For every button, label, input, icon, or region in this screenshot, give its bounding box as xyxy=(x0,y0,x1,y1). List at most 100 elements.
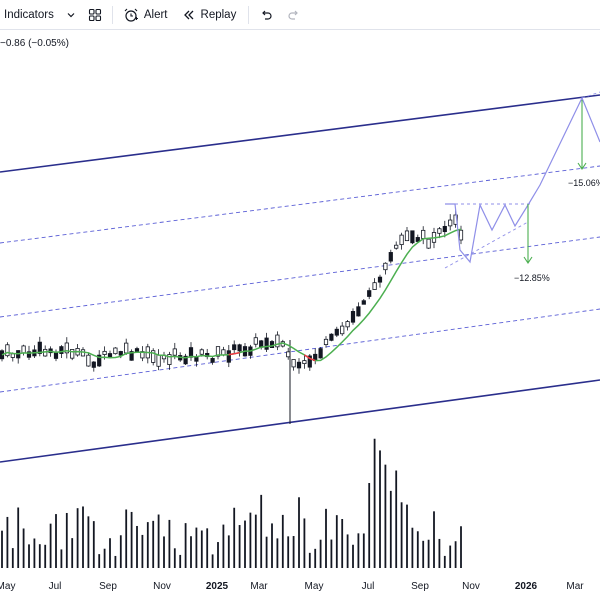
candle xyxy=(404,230,410,242)
channel-dashed-line-3[interactable] xyxy=(0,308,600,393)
toolbar-divider xyxy=(111,5,113,24)
x-tick-label: Sep xyxy=(99,581,117,592)
candle xyxy=(442,225,447,233)
candle xyxy=(167,354,172,365)
volume-bar xyxy=(352,544,354,568)
candle xyxy=(118,351,123,356)
replay-button[interactable]: Replay xyxy=(182,0,236,30)
candle xyxy=(437,228,442,234)
volume-bar xyxy=(222,524,225,568)
volume-bar xyxy=(152,520,155,568)
channel-dashed-line-2[interactable] xyxy=(0,236,600,318)
volume-bar xyxy=(384,464,387,568)
x-tick-label: Mar xyxy=(566,581,584,592)
alarm-clock-icon xyxy=(123,7,139,23)
volume-bar xyxy=(92,521,95,568)
redo-icon[interactable] xyxy=(287,8,301,22)
volume-bar xyxy=(195,527,198,568)
volume-bar xyxy=(238,525,241,568)
channel-upper-line[interactable] xyxy=(0,94,600,173)
chevron-down-icon[interactable] xyxy=(66,10,76,20)
volume-bar xyxy=(114,555,117,568)
candle xyxy=(394,244,399,249)
volume-bar xyxy=(330,539,333,568)
volume-bar xyxy=(395,470,398,568)
candle xyxy=(291,359,296,368)
candle xyxy=(59,346,64,354)
indicators-label: Indicators xyxy=(4,8,54,21)
volume-bar xyxy=(368,483,371,568)
channel-dashed-line-1[interactable] xyxy=(0,165,600,244)
candle xyxy=(350,311,356,323)
volume-bar xyxy=(341,519,344,568)
x-tick-label: Sep xyxy=(411,581,429,592)
volume-bar xyxy=(443,555,446,568)
drop-annotation-1: −15.06% xyxy=(568,178,600,188)
candle xyxy=(86,354,91,367)
volume-bar xyxy=(379,450,381,568)
volume-bar xyxy=(65,512,68,568)
volume-bar xyxy=(157,514,160,568)
candle xyxy=(221,349,226,356)
volume-bar xyxy=(1,530,3,568)
volume-bar xyxy=(17,507,20,568)
candle xyxy=(226,350,231,363)
candle xyxy=(356,306,361,317)
candle xyxy=(253,337,258,345)
projection-path[interactable] xyxy=(444,91,600,269)
alert-button[interactable]: Alert xyxy=(123,0,168,30)
volume-bar xyxy=(173,548,176,568)
drop-annotation-2: −12.85% xyxy=(514,273,550,283)
candle xyxy=(107,353,113,358)
candle xyxy=(53,352,59,359)
candle xyxy=(91,361,96,368)
candle xyxy=(340,325,345,335)
volume-bar xyxy=(249,512,252,568)
candle xyxy=(458,229,464,241)
candle xyxy=(410,230,415,244)
candle xyxy=(318,348,323,359)
volume-bar xyxy=(76,508,79,568)
volume-bar xyxy=(87,516,90,568)
moving-average-down-segment[interactable] xyxy=(303,354,316,362)
volume-bar xyxy=(38,544,41,568)
candle xyxy=(383,262,388,271)
candles xyxy=(0,210,464,424)
volume-bar xyxy=(460,526,462,568)
candle xyxy=(232,344,237,351)
volume-bar xyxy=(303,518,306,568)
volume-bar xyxy=(325,508,327,568)
volume-bar xyxy=(28,544,30,568)
volume-bar xyxy=(211,554,214,568)
indicators-button[interactable]: Indicators xyxy=(4,0,54,30)
time-axis[interactable]: May Jul Sep Nov 2025 Mar May Jul Sep Nov… xyxy=(0,576,600,600)
volume-bar xyxy=(406,504,408,568)
candle xyxy=(275,334,280,348)
volume-bar xyxy=(22,528,25,568)
candle xyxy=(21,345,26,354)
volume-bar xyxy=(244,520,246,568)
channel-lower-line[interactable] xyxy=(0,379,600,463)
volume-bar xyxy=(163,536,165,568)
candle xyxy=(426,238,431,249)
moving-average-line[interactable] xyxy=(1,228,462,362)
candle xyxy=(296,361,302,369)
moving-average-down-segment[interactable] xyxy=(228,351,240,356)
undo-icon[interactable] xyxy=(259,8,273,22)
candle xyxy=(302,360,307,365)
volume-bar xyxy=(130,511,133,568)
candle xyxy=(10,353,15,358)
volume-bar xyxy=(11,548,14,568)
volume-bar xyxy=(103,548,106,568)
candle xyxy=(237,344,242,352)
volume-bar xyxy=(125,509,128,568)
x-tick-label: 2025 xyxy=(205,581,229,592)
volume-bar xyxy=(190,536,192,568)
volume-bar xyxy=(184,523,187,568)
layout-grid-icon[interactable] xyxy=(88,8,102,22)
volume-bar xyxy=(254,514,257,568)
volume-bar xyxy=(136,525,138,568)
chart-canvas[interactable]: −15.06% −12.85% xyxy=(0,30,600,568)
volume-bar xyxy=(33,538,36,568)
volume-bar xyxy=(260,494,263,568)
